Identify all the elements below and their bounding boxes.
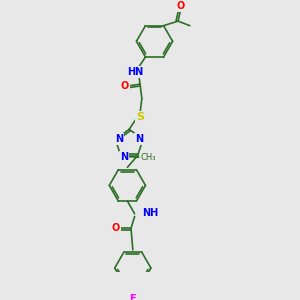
Text: N: N [120, 152, 128, 162]
Text: F: F [130, 294, 136, 300]
Text: N: N [115, 134, 123, 144]
Text: S: S [136, 112, 144, 122]
Text: HN: HN [128, 68, 144, 77]
Text: CH₃: CH₃ [141, 153, 156, 162]
Text: NH: NH [142, 208, 158, 218]
Text: O: O [112, 223, 120, 233]
Text: O: O [177, 1, 185, 11]
Text: N: N [135, 134, 143, 144]
Text: O: O [121, 81, 129, 91]
